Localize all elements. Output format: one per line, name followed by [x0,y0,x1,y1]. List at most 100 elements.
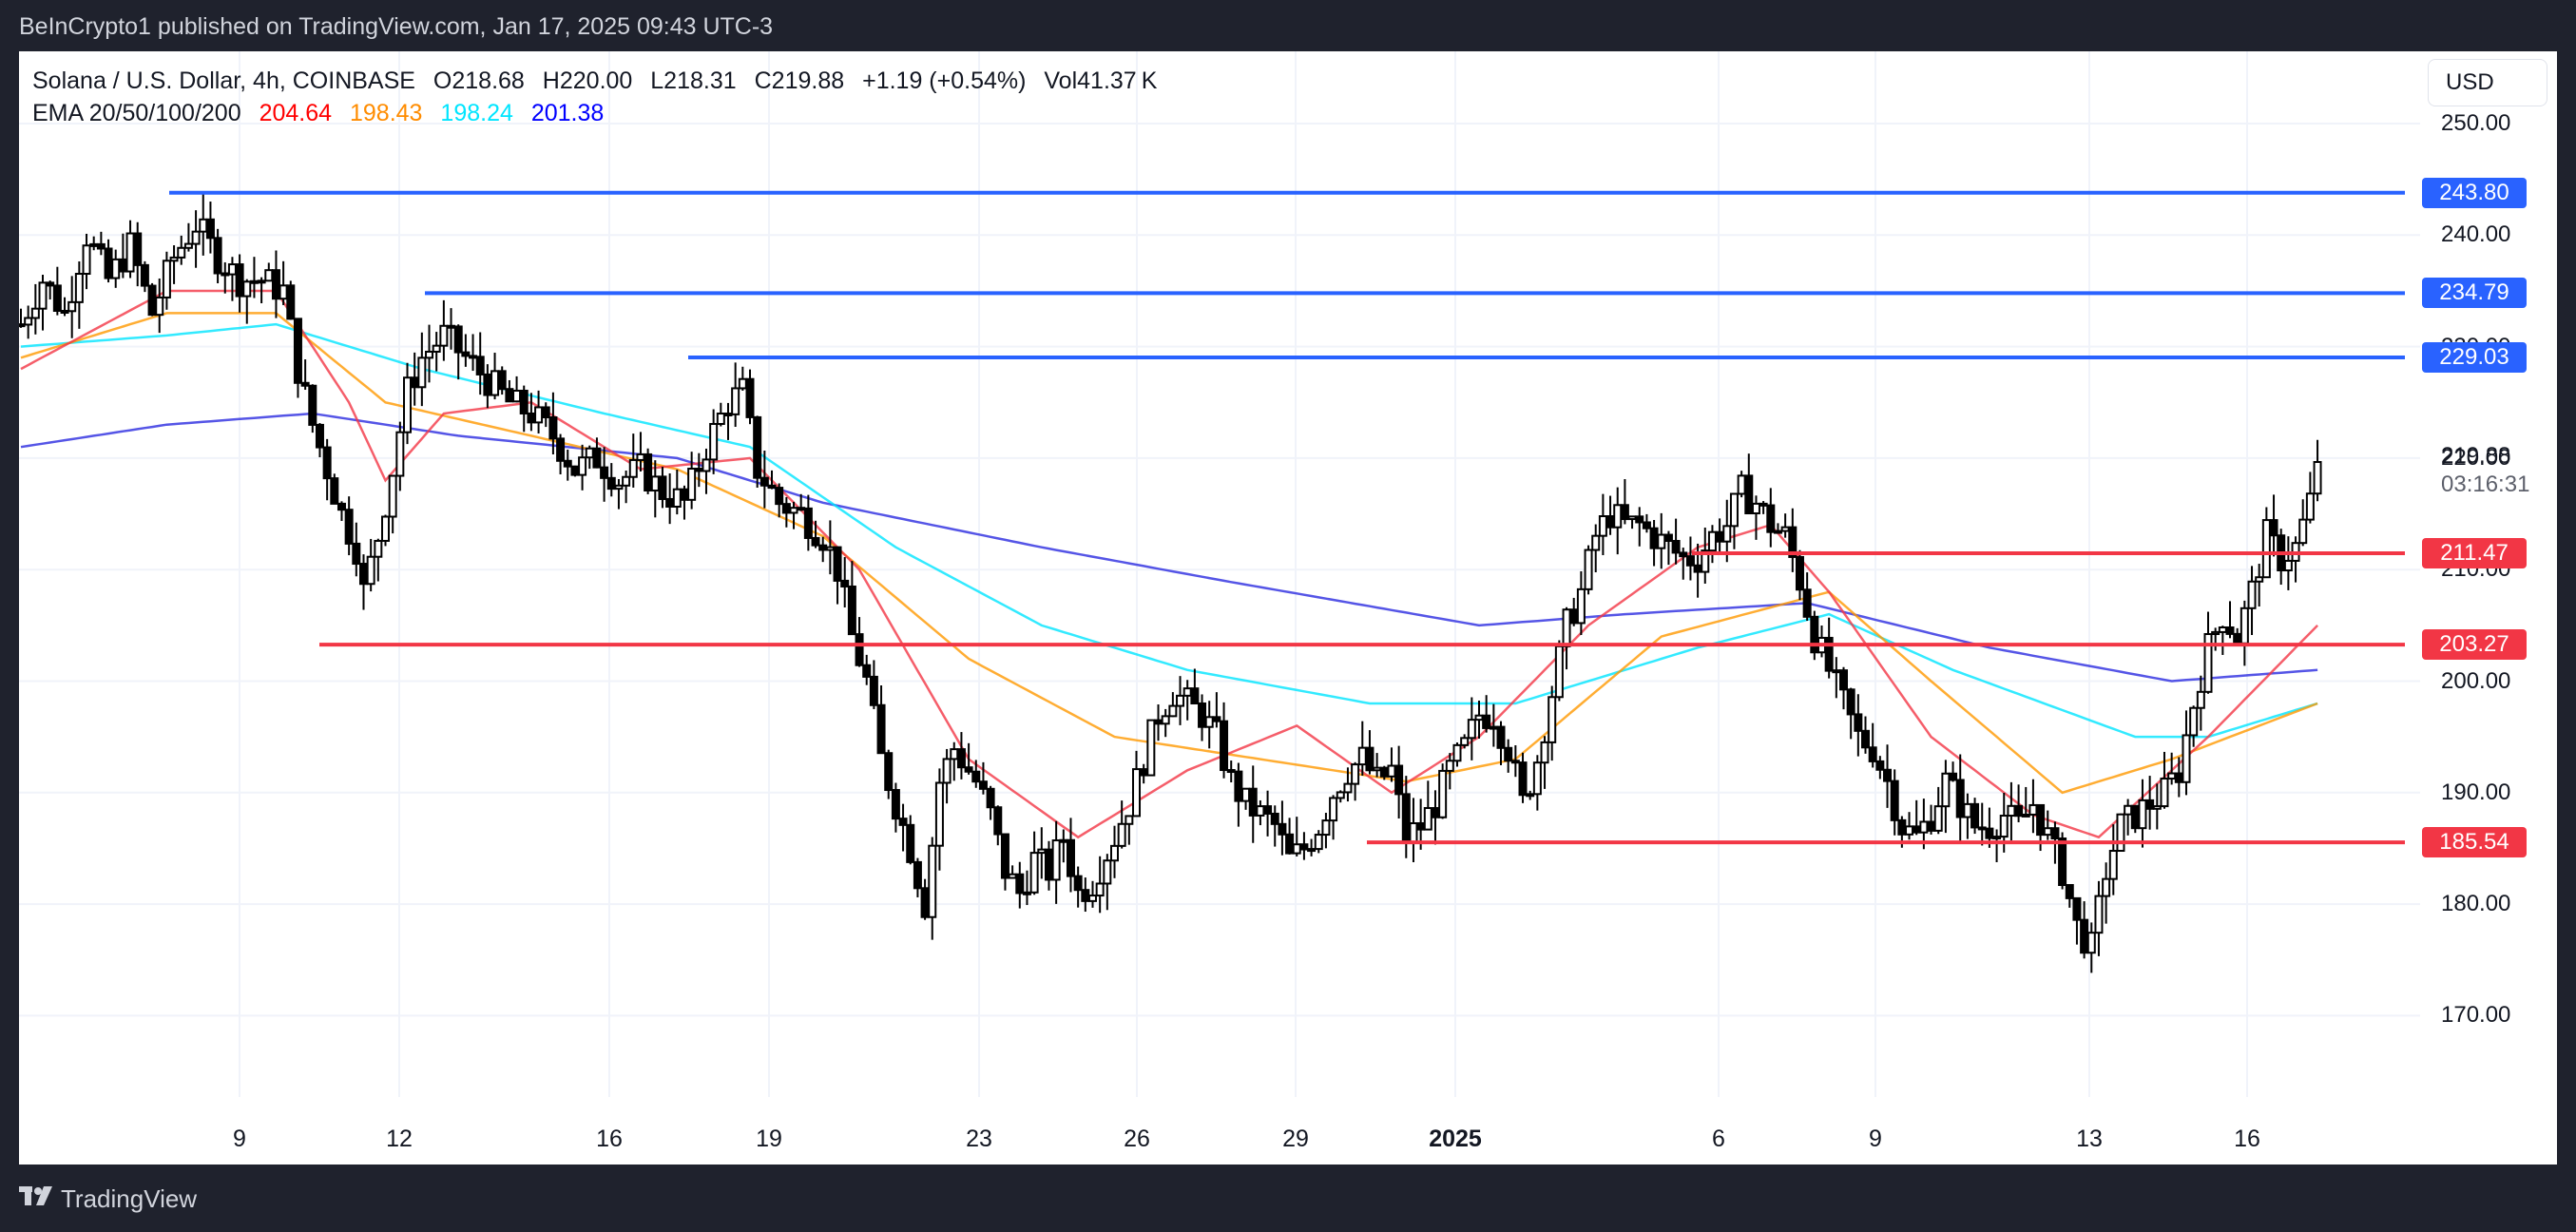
candle-down [1263,805,1273,815]
candle-down [1642,521,1651,529]
ohlc-open: O218.68 [433,67,525,94]
candle-up [30,307,40,319]
candle-up [1467,719,1476,740]
time-tick-label: 29 [1282,1126,1309,1152]
symbol-name[interactable]: Solana / U.S. Dollar, 4h, COINBASE [32,67,415,94]
candle-down [1066,838,1075,877]
ema-indicator-label[interactable]: EMA 20/50/100/200 [32,100,241,126]
candle-up [1182,687,1192,697]
candle-up [199,218,208,233]
tradingview-logo-icon [19,1184,53,1214]
time-tick-label: 19 [756,1126,782,1152]
candle-down [447,324,456,329]
candle-up [709,422,719,461]
currency-button[interactable]: USD [2428,59,2547,106]
candle-down [330,477,339,505]
candle-down [1955,779,1965,818]
price-tick-label: 250.00 [2441,110,2511,136]
candle-down [745,377,755,418]
candle-down [869,675,878,706]
support-level-badge: 203.27 [2422,629,2527,661]
candle-up [2007,804,2016,818]
candle-down [46,281,55,287]
candle-up [24,317,33,326]
candle-down [1875,760,1885,771]
candle-up [650,475,660,492]
candle-up [2086,932,2096,954]
candle-up [1256,805,1265,817]
candle-down [759,476,769,487]
candle-up [1919,820,1929,834]
candle-up [1460,737,1470,746]
candle-down [60,310,69,315]
candle-up [425,350,434,359]
candle-up [1751,502,1760,515]
candle-up [1526,793,1535,798]
price-chart-canvas[interactable] [19,51,2557,1165]
candle-up [2124,804,2133,816]
candle-down [293,318,302,384]
candle-down [133,232,143,266]
candle-up [1474,714,1484,722]
candle-down [2145,799,2155,810]
candle-down [1802,588,1812,618]
candle-up [585,447,594,459]
candle-up [2298,518,2308,545]
candle-down [1854,713,1863,732]
candle-up [2182,734,2191,783]
candle-up [38,281,48,310]
ohlc-close: C219.88 [754,67,845,94]
tradingview-logo[interactable]: TradingView [19,1184,197,1214]
time-tick-label: 23 [966,1126,992,1152]
candle-up [1613,504,1623,529]
candle-up [1548,696,1557,743]
candle-up [672,488,682,508]
candle-down [1379,766,1389,778]
candle-down [1810,615,1819,654]
candle-up [1999,815,2009,838]
candle-down [286,284,296,320]
symbol-row: Solana / U.S. Dollar, 4h, COINBASE O218.… [32,65,1168,97]
candle-up [191,230,201,245]
candle-up [1933,805,1943,832]
candle-up [622,475,631,487]
candle-up [74,273,84,303]
candle-down [336,502,346,511]
candle-down [1649,527,1659,549]
candle-down [140,263,149,287]
candle-down [1496,725,1506,749]
candle-down [906,823,915,863]
candle-up [1241,787,1251,802]
candle-down [235,263,244,298]
candle-up [687,468,697,501]
candle-up [1445,760,1454,772]
candle-down [527,412,536,424]
candle-up [789,507,798,514]
candle-down [505,388,514,403]
candle-down [1139,768,1148,777]
candle-up [242,280,252,298]
chart-panel[interactable]: Solana / U.S. Dollar, 4h, COINBASE O218.… [19,51,2557,1165]
resistance-level-badge: 229.03 [2422,341,2527,373]
candle-down [19,323,26,328]
candle-up [439,324,449,347]
candle-up [490,370,500,396]
candle-down [483,373,492,396]
candle-up [1095,882,1105,897]
candle-up [1146,719,1156,777]
candle-up [2211,630,2220,636]
candle-up [2305,492,2315,521]
candle-down [358,563,368,586]
candle-down [1278,822,1287,836]
candle-up [1584,549,1593,590]
candle-up [1773,529,1782,534]
candle-up [716,413,725,425]
candle-down [548,415,558,440]
candle-down [1949,772,1958,781]
candle-down [833,546,842,582]
candle-down [2130,804,2140,830]
ohlc-low: L218.31 [650,67,737,94]
candle-down [1693,564,1702,573]
candle-down [753,415,762,479]
candle-up [395,431,405,477]
